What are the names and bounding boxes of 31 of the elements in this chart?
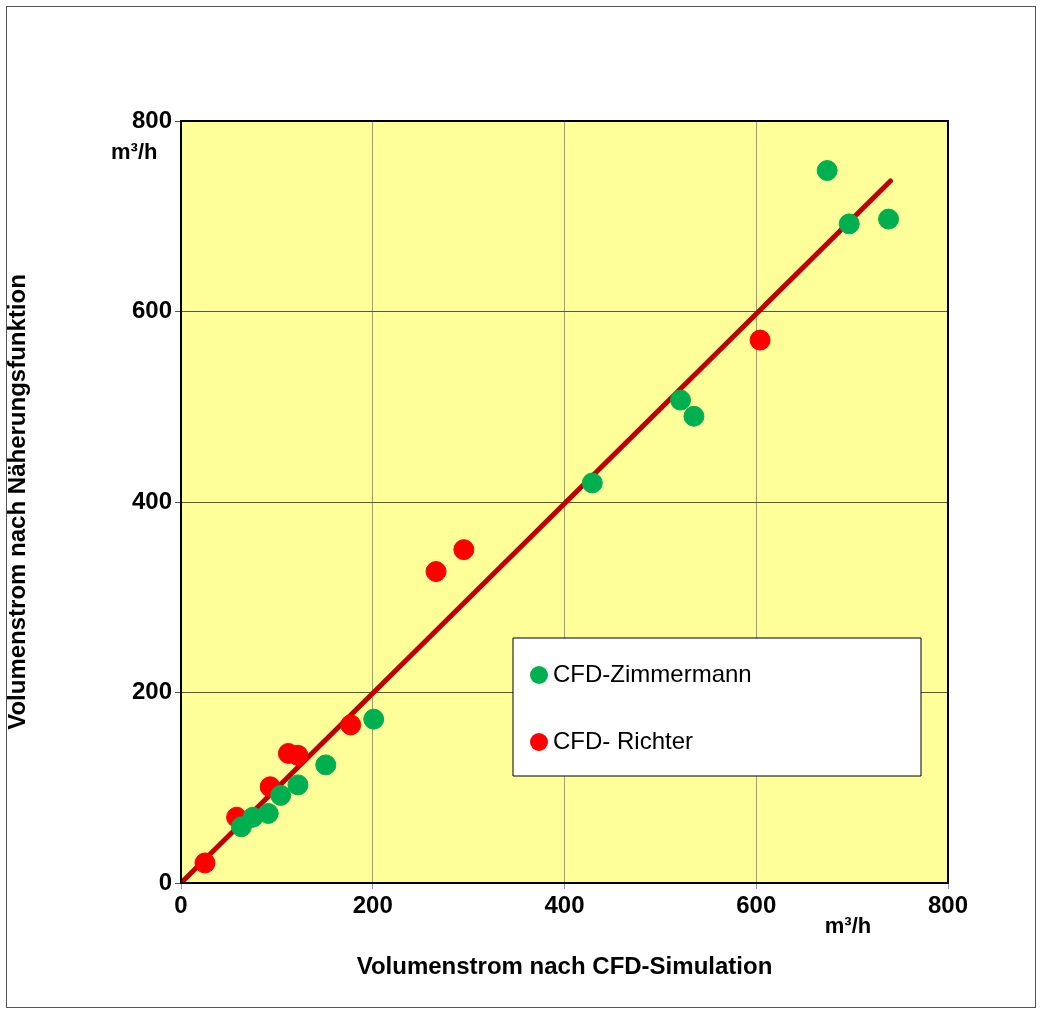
y-tick-label: 200	[131, 677, 172, 705]
point	[581, 472, 603, 494]
point	[749, 329, 771, 351]
y-tick-label: 800	[131, 105, 172, 133]
y-tick-label: 600	[131, 296, 172, 324]
point	[194, 852, 216, 874]
legend-label: CFD-Zimmermann	[553, 659, 752, 687]
text: m³/h	[824, 913, 872, 939]
x-tick-label: 800	[927, 891, 969, 919]
point	[670, 389, 692, 411]
point	[315, 754, 337, 776]
point	[878, 208, 900, 230]
y-axis-title: Volumenstrom nach Näherungsfunktion	[3, 274, 31, 730]
x-tick-label: 400	[544, 891, 585, 919]
x-tick-label: 600	[736, 891, 777, 919]
point	[838, 213, 860, 235]
point	[453, 539, 475, 561]
x-tick-label: 200	[352, 891, 393, 919]
point	[363, 708, 385, 730]
point	[340, 714, 362, 736]
point	[270, 784, 292, 806]
point	[287, 774, 309, 796]
legend-label: CFD- Richter	[553, 726, 694, 754]
point	[816, 160, 838, 182]
y-tick-label: 0	[158, 867, 172, 895]
y-tick-label: 400	[131, 486, 172, 514]
point	[425, 561, 447, 583]
x-axis-title: Volumenstrom nach CFD-Simulation	[356, 952, 773, 980]
point	[257, 802, 279, 824]
text: m³/h	[111, 139, 158, 165]
point	[683, 405, 705, 427]
